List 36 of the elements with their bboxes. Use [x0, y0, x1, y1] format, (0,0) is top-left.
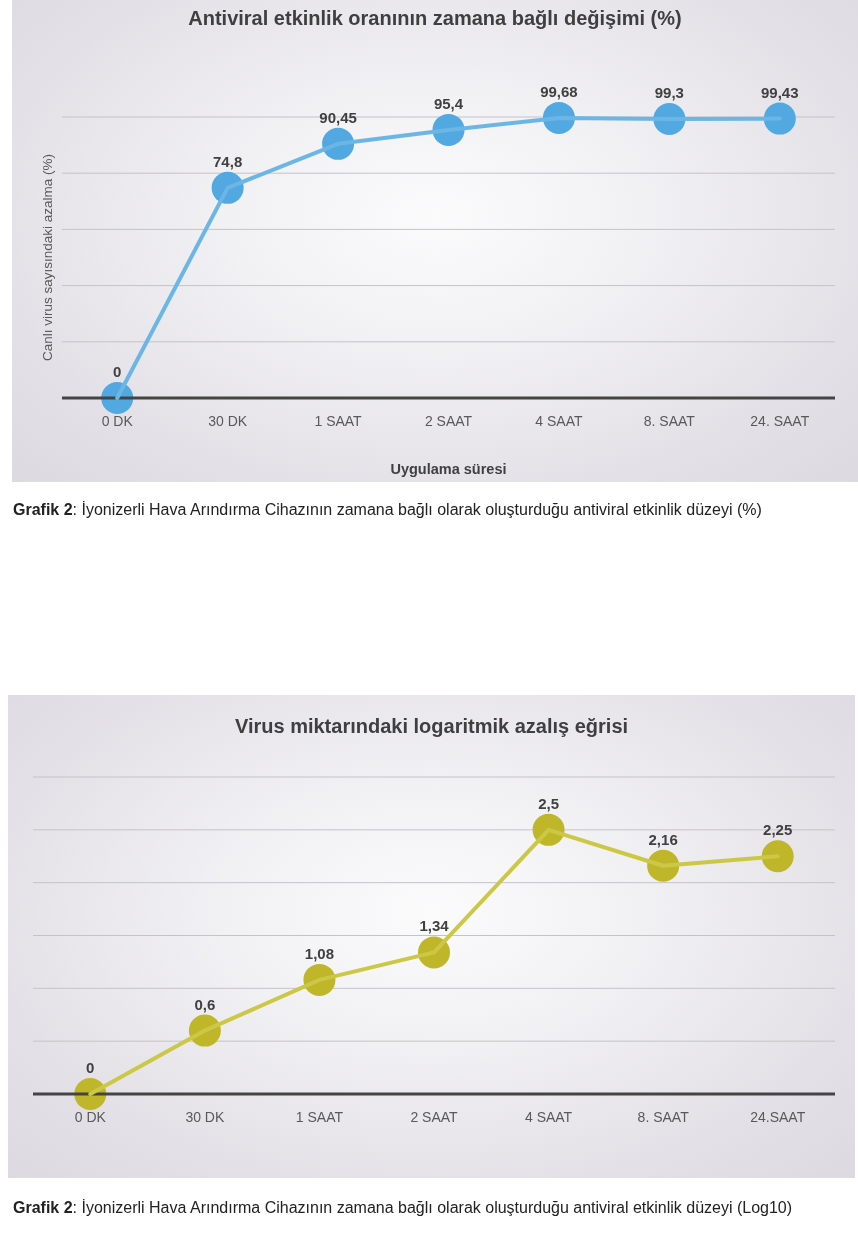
x-tick-label: 4 SAAT [524, 1108, 573, 1125]
data-label: 1,34 [419, 917, 450, 935]
x-tick-label: 2 SAAT [410, 1108, 459, 1125]
point [763, 102, 796, 135]
data-label: 74,8 [213, 152, 243, 170]
text: Grafik 2: İyonizerli Hava Arındırma Cihazının zamana bağlı olarak oluşturduğu antiviral etkinlik düzeyi (Log10) [13, 1199, 793, 1216]
data-label: 2,5 [538, 794, 559, 812]
data-label: 99,68 [540, 82, 578, 100]
x-tick-label: 24. SAAT [750, 412, 810, 429]
x-tick-label: 8. SAAT [637, 1108, 690, 1125]
data-label: 99,3 [654, 83, 684, 101]
chart-title: Antiviral etkinlik oranının zamana bağlı değişimi (%) [187, 7, 683, 30]
x-tick-label: 0 DK [101, 412, 134, 429]
x-tick-label: 24.SAAT [750, 1108, 806, 1125]
data-label: 0 [113, 363, 122, 380]
data-label: 0 [86, 1059, 95, 1076]
x-tick-label: 30 DK [185, 1108, 225, 1125]
data-label: 2,25 [763, 821, 793, 839]
point [761, 840, 794, 873]
x-tick-label: 2 SAAT [424, 412, 473, 429]
x-tick-label: 8. SAAT [643, 412, 696, 429]
chart-title: Virus miktarındaki logaritmik azalış eğrisi [233, 715, 630, 738]
x-tick-label: 0 DK [74, 1108, 107, 1125]
x-tick-label: 30 DK [208, 412, 248, 429]
data-label: 2,16 [648, 830, 678, 848]
x-tick-label: 4 SAAT [535, 412, 583, 429]
y-axis-title: Canlı virus sayısındaki azalma (%) [39, 153, 55, 362]
data-label: 95,4 [433, 94, 464, 112]
data-label: 1,08 [304, 944, 335, 962]
data-label: 99,43 [761, 83, 799, 101]
x-tick-label: 1 SAAT [295, 1108, 344, 1125]
data-label: 90,45 [319, 108, 357, 126]
x-tick-label: 1 SAAT [314, 412, 363, 429]
x-axis-title: Uygulama süresi [390, 461, 507, 477]
text: Grafik 2: İyonizerli Hava Arındırma Cihazının zamana bağlı olarak oluşturduğu antiviral etkinlik düzeyi (%) [13, 501, 762, 518]
data-label: 0,6 [194, 995, 216, 1013]
